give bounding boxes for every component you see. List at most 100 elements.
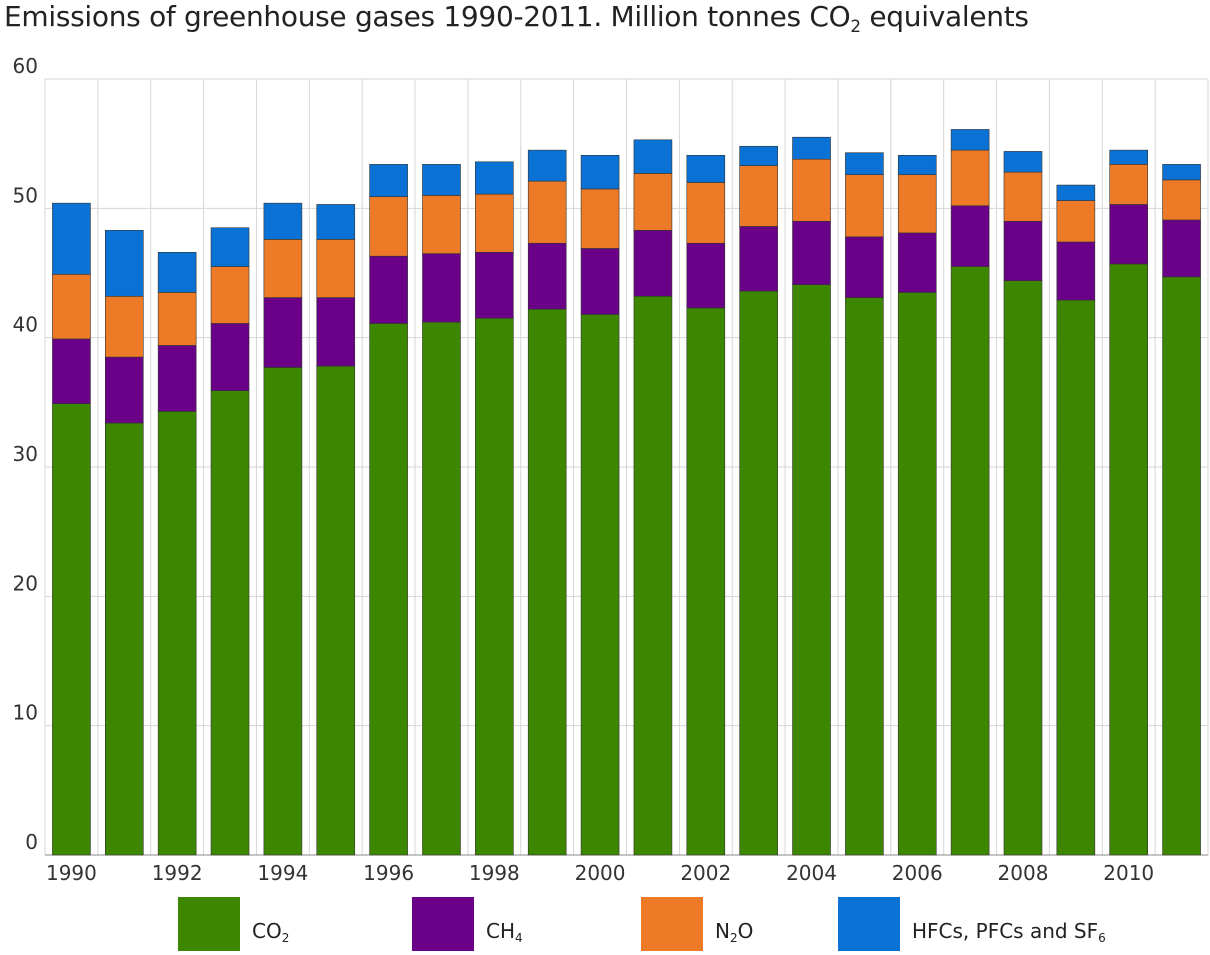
bar-segment-2006-series-1	[897, 232, 937, 293]
bar-segment-1994-series-2	[263, 239, 303, 298]
bar-segment-1997-series-0	[422, 321, 461, 856]
bar-segment-2002-series-0	[686, 307, 726, 856]
bar-segment-1995-series-0	[316, 365, 356, 856]
bar-segment-2006-series-0	[897, 292, 937, 856]
bar-segment-1996-series-1	[369, 255, 408, 324]
legend-swatch	[178, 897, 240, 951]
bar-segment-1991-series-1	[104, 356, 144, 424]
bar-segment-2002-series-3	[686, 155, 726, 183]
bar-segment-2006-series-3	[897, 155, 937, 176]
y-tick-label: 50	[13, 183, 38, 207]
bar-segment-2008-series-2	[1003, 171, 1043, 222]
bar-segment-1997-series-2	[422, 195, 461, 254]
bar-segment-1993-series-0	[210, 390, 250, 856]
bar-segment-2008-series-3	[1003, 151, 1043, 173]
bar-segment-1996-series-0	[369, 323, 408, 856]
bar-segment-1998-series-2	[475, 193, 514, 253]
bar-segment-1994-series-3	[263, 202, 303, 240]
bar-segment-2005-series-0	[845, 297, 884, 856]
bar-segment-1991-series-0	[104, 422, 144, 856]
y-tick-label: 40	[13, 313, 38, 337]
bar-segment-1992-series-0	[157, 411, 197, 856]
y-tick-label: 30	[13, 442, 38, 466]
bar-segment-2011-series-1	[1162, 219, 1201, 278]
bar-segment-2001-series-3	[633, 139, 673, 174]
legend-label: HFCs, PFCs and SF6	[912, 918, 1106, 946]
bar-segment-2001-series-0	[633, 295, 673, 856]
bar-segment-2003-series-2	[739, 165, 778, 227]
bar-segment-1995-series-1	[316, 297, 356, 367]
bar-segment-2011-series-0	[1162, 276, 1201, 856]
y-tick-label: 0	[25, 830, 38, 854]
bar-segment-2007-series-2	[950, 149, 990, 207]
bar-segment-2009-series-2	[1056, 200, 1096, 243]
bar-segment-1994-series-1	[263, 297, 303, 368]
bar-segment-2004-series-0	[792, 284, 831, 856]
bar-segment-1996-series-3	[369, 164, 408, 197]
bar-segment-2005-series-2	[845, 174, 884, 238]
legend-label: CH4	[486, 918, 523, 946]
bar-segment-2004-series-2	[792, 158, 831, 222]
bar-segment-1998-series-0	[475, 317, 514, 856]
legend-item: CO2	[178, 897, 289, 951]
x-tick-label: 2010	[1103, 861, 1154, 885]
bar-segment-2010-series-0	[1109, 263, 1149, 856]
legend-label: N2O	[715, 918, 754, 946]
bar-segment-1998-series-1	[475, 252, 514, 319]
bar-segment-1993-series-1	[210, 323, 250, 391]
bar-segment-2011-series-3	[1162, 164, 1201, 181]
bar-segment-2000-series-0	[580, 314, 620, 856]
bar-segment-2001-series-1	[633, 230, 673, 297]
bar-segment-1992-series-3	[157, 252, 197, 293]
bar-segment-2010-series-3	[1109, 149, 1149, 165]
bar-segment-1990-series-0	[52, 403, 91, 856]
bar-segment-2007-series-0	[950, 266, 990, 856]
bar-segment-2003-series-1	[739, 226, 778, 292]
x-tick-label: 1994	[257, 861, 308, 885]
legend-swatch	[641, 897, 703, 951]
bar-segment-1992-series-2	[157, 292, 197, 346]
bar-segment-2001-series-2	[633, 173, 673, 231]
bar-segment-1994-series-0	[263, 367, 303, 856]
bar-segment-2008-series-0	[1003, 280, 1043, 856]
bar-segment-2000-series-1	[580, 248, 620, 315]
bar-segment-2005-series-3	[845, 152, 884, 176]
bar-segment-1993-series-3	[210, 227, 250, 267]
bar-segment-1991-series-2	[104, 295, 144, 358]
bar-segment-2002-series-2	[686, 182, 726, 244]
bar-segment-2000-series-2	[580, 188, 620, 249]
bar-segment-2009-series-1	[1056, 241, 1096, 301]
bar-segment-2004-series-3	[792, 136, 831, 160]
x-tick-label: 2004	[786, 861, 837, 885]
legend-swatch	[838, 897, 900, 951]
bar-segment-1999-series-2	[527, 180, 567, 244]
x-tick-label: 2002	[680, 861, 731, 885]
bar-segment-2003-series-0	[739, 290, 778, 856]
bar-segment-2010-series-2	[1109, 164, 1149, 205]
bar-segment-2011-series-2	[1162, 179, 1201, 221]
legend-swatch	[412, 897, 474, 951]
y-tick-label: 10	[13, 701, 38, 725]
bar-segment-1990-series-1	[52, 338, 91, 404]
bar-segment-1995-series-2	[316, 239, 356, 298]
bar-segment-2005-series-1	[845, 236, 884, 298]
legend-label: CO2	[252, 918, 290, 946]
y-tick-label: 20	[13, 571, 38, 595]
x-tick-label: 2006	[892, 861, 943, 885]
bar-segment-1995-series-3	[316, 204, 356, 240]
legend-item: HFCs, PFCs and SF6	[838, 897, 1106, 951]
bar-segment-1996-series-2	[369, 196, 408, 257]
bar-segment-1997-series-1	[422, 253, 461, 323]
x-tick-label: 1998	[469, 861, 520, 885]
bar-segment-1999-series-3	[527, 149, 567, 182]
y-tick-label: 60	[13, 54, 38, 78]
x-tick-label: 1992	[152, 861, 203, 885]
legend-item: N2O	[641, 897, 753, 951]
bar-segment-2008-series-1	[1003, 220, 1043, 282]
bar-segment-1999-series-0	[527, 308, 567, 856]
bar-segment-2004-series-1	[792, 220, 831, 285]
bar-segment-1991-series-3	[104, 230, 144, 297]
x-tick-label: 1990	[46, 861, 97, 885]
bar-segment-1993-series-2	[210, 266, 250, 324]
